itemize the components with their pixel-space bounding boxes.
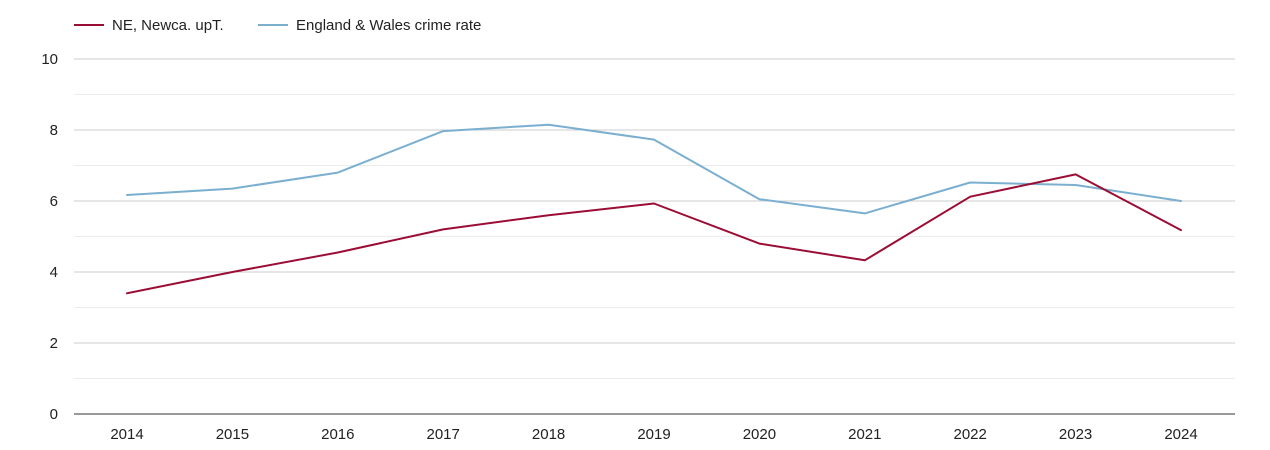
x-tick-label: 2023 — [1059, 426, 1092, 443]
y-tick-label: 6 — [50, 193, 58, 210]
data-point-series-0[interactable] — [545, 211, 553, 219]
legend-item-series-1[interactable]: England & Wales crime rate — [258, 17, 481, 34]
y-axis: 0 2 4 6 8 10 — [41, 51, 58, 423]
x-tick-label: 2022 — [954, 426, 987, 443]
data-point-series-1[interactable] — [228, 185, 236, 193]
x-tick-label: 2017 — [427, 426, 460, 443]
x-tick-label: 2020 — [743, 426, 776, 443]
data-point-series-0[interactable] — [228, 268, 236, 276]
data-point-series-0[interactable] — [123, 289, 131, 297]
data-point-series-0[interactable] — [1072, 170, 1080, 178]
data-point-series-1[interactable] — [1072, 181, 1080, 189]
data-point-series-1[interactable] — [123, 191, 131, 199]
data-point-series-1[interactable] — [1177, 197, 1185, 205]
x-tick-label: 2024 — [1164, 426, 1197, 443]
data-point-series-1[interactable] — [334, 169, 342, 177]
legend: NE, Newca. upT. England & Wales crime ra… — [74, 17, 481, 34]
series-line-1 — [126, 123, 1182, 215]
data-point-series-0[interactable] — [966, 193, 974, 201]
data-point-series-0[interactable] — [1177, 226, 1185, 234]
x-tick-label: 2018 — [532, 426, 565, 443]
data-point-series-1[interactable] — [861, 209, 869, 217]
data-point-series-0[interactable] — [334, 248, 342, 256]
x-tick-label: 2021 — [848, 426, 881, 443]
x-axis: 2014 2015 2016 2017 2018 2019 2020 2021 2022 2023… — [74, 413, 1235, 443]
data-point-series-1[interactable] — [966, 179, 974, 187]
x-tick-label: 2014 — [110, 426, 143, 443]
legend-item-series-0[interactable]: NE, Newca. upT. — [74, 17, 224, 34]
data-point-series-0[interactable] — [650, 199, 658, 207]
legend-label-series-0: NE, Newca. upT. — [112, 17, 224, 34]
data-point-series-1[interactable] — [650, 136, 658, 144]
y-tick-label: 8 — [50, 122, 58, 139]
series-lines — [123, 121, 1185, 297]
legend-label-series-1: England & Wales crime rate — [296, 17, 481, 34]
x-tick-label: 2016 — [321, 426, 354, 443]
y-tick-label: 0 — [50, 406, 58, 423]
gridlines — [74, 58, 1235, 379]
data-point-series-0[interactable] — [861, 256, 869, 264]
y-tick-label: 2 — [50, 335, 58, 352]
series-line-0 — [126, 173, 1182, 295]
y-tick-label: 10 — [41, 51, 58, 68]
data-point-series-1[interactable] — [545, 121, 553, 129]
x-tick-label: 2015 — [216, 426, 249, 443]
y-tick-label: 4 — [50, 264, 58, 281]
data-point-series-1[interactable] — [439, 127, 447, 135]
data-point-series-0[interactable] — [439, 225, 447, 233]
x-tick-label: 2019 — [637, 426, 670, 443]
data-point-series-1[interactable] — [755, 195, 763, 203]
data-point-series-0[interactable] — [755, 240, 763, 248]
